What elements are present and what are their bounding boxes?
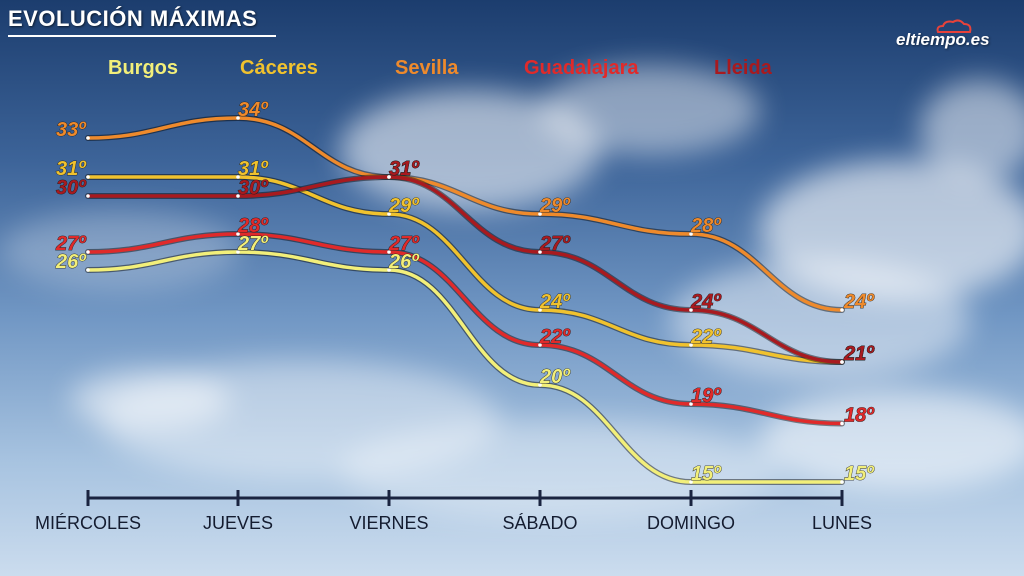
point-caceres-3 — [538, 308, 542, 312]
data-label-sevilla-3: 29º — [539, 195, 571, 217]
data-label-burgos-5: 15º — [844, 463, 875, 485]
point-burgos-1 — [236, 250, 240, 254]
cloud-logo-icon — [936, 19, 972, 33]
point-burgos-3 — [538, 383, 542, 387]
data-label-lleida-1: 30º — [238, 177, 269, 199]
point-guadalajara-4 — [689, 402, 693, 406]
data-label-sevilla-2: 31º — [389, 158, 420, 180]
legend-item-sevilla: Sevilla — [395, 57, 459, 79]
data-label-caceres-4: 22º — [690, 326, 722, 348]
point-sevilla-3 — [538, 212, 542, 216]
point-lleida-0 — [86, 194, 90, 198]
x-tick-label-lunes: LUNES — [812, 513, 872, 533]
point-lleida-2 — [387, 175, 391, 179]
data-label-burgos-3: 20º — [539, 366, 571, 388]
data-label-guadalajara-5: 18º — [844, 405, 875, 427]
series-shadow-caceres — [85, 174, 845, 365]
series-shadow-burgos — [85, 248, 845, 486]
point-guadalajara-3 — [538, 343, 542, 347]
data-label-lleida-3: 27º — [539, 233, 571, 255]
x-tick-label-miercoles: MIÉRCOLES — [35, 513, 141, 533]
point-sevilla-0 — [86, 136, 90, 140]
point-lleida-4 — [689, 308, 693, 312]
data-label-lleida-0: 30º — [56, 177, 87, 199]
data-label-guadalajara-4: 19º — [691, 385, 722, 407]
data-label-caceres-3: 24º — [539, 291, 571, 313]
point-caceres-0 — [86, 175, 90, 179]
point-caceres-1 — [236, 175, 240, 179]
x-tick-label-domingo: DOMINGO — [647, 513, 735, 533]
data-label-burgos-0: 26º — [55, 251, 87, 273]
point-caceres-2 — [387, 212, 391, 216]
data-label-guadalajara-1: 28º — [237, 215, 269, 237]
point-sevilla-5 — [840, 308, 844, 312]
series-line-sevilla — [86, 116, 844, 312]
point-guadalajara-2 — [387, 250, 391, 254]
x-tick-label-jueves: JUEVES — [203, 513, 273, 533]
data-label-guadalajara-3: 22º — [539, 326, 571, 348]
data-label-sevilla-4: 28º — [690, 215, 722, 237]
point-burgos-5 — [840, 480, 844, 484]
x-tick-label-viernes: VIERNES — [349, 513, 428, 533]
data-label-guadalajara-0: 27º — [55, 233, 87, 255]
point-lleida-3 — [538, 250, 542, 254]
data-label-sevilla-1: 34º — [238, 99, 269, 121]
series-line-burgos — [86, 250, 844, 484]
title-underline — [8, 35, 276, 37]
series-shadow-lleida — [85, 173, 845, 365]
point-sevilla-1 — [236, 116, 240, 120]
point-burgos-2 — [387, 268, 391, 272]
data-label-lleida-2: 31º — [389, 158, 420, 180]
point-guadalajara-1 — [236, 232, 240, 236]
data-label-burgos-2: 26º — [388, 251, 420, 273]
data-label-caceres-5: 21º — [843, 343, 875, 365]
brand-logo: eltiempo.es — [896, 30, 990, 49]
x-tick-label-sabado: SÁBADO — [502, 513, 577, 533]
legend-item-guadalajara: Guadalajara — [524, 57, 639, 79]
data-label-burgos-4: 15º — [691, 463, 722, 485]
point-sevilla-4 — [689, 232, 693, 236]
series-line-caceres — [86, 175, 844, 364]
data-label-sevilla-5: 24º — [843, 291, 875, 313]
data-label-lleida-5: 21º — [843, 343, 875, 365]
legend-item-lleida: Lleida — [714, 57, 772, 79]
point-guadalajara-0 — [86, 250, 90, 254]
data-label-caceres-2: 29º — [388, 195, 420, 217]
data-label-lleida-4: 24º — [690, 291, 722, 313]
data-label-burgos-1: 27º — [237, 233, 269, 255]
data-label-caceres-0: 31º — [56, 158, 87, 180]
data-label-guadalajara-2: 27º — [388, 233, 420, 255]
series-line-guadalajara — [86, 232, 844, 426]
series-line-lleida — [86, 175, 844, 364]
point-burgos-0 — [86, 268, 90, 272]
legend-item-caceres: Cáceres — [240, 57, 318, 79]
point-burgos-4 — [689, 480, 693, 484]
point-lleida-1 — [236, 194, 240, 198]
chart-title: EVOLUCIÓN MÁXIMAS — [8, 6, 258, 31]
legend-item-burgos: Burgos — [108, 57, 178, 79]
data-label-caceres-1: 31º — [238, 158, 269, 180]
point-guadalajara-5 — [840, 421, 844, 426]
data-label-sevilla-0: 33º — [56, 119, 87, 141]
point-caceres-4 — [689, 343, 693, 347]
point-lleida-5 — [840, 360, 844, 364]
